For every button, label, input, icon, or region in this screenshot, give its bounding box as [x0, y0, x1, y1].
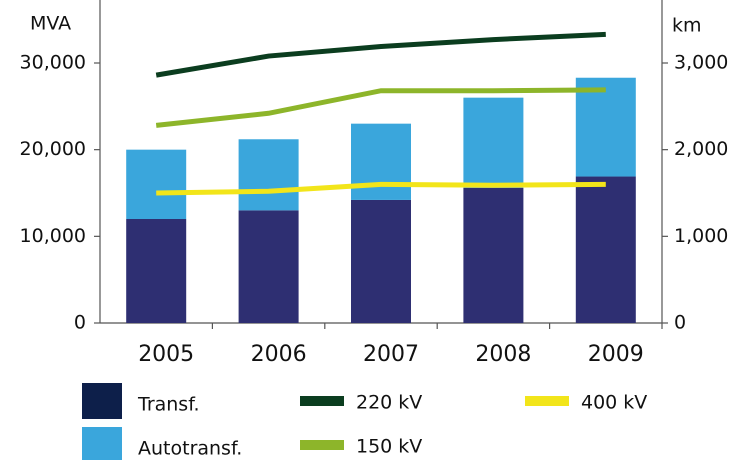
bar — [463, 97, 524, 188]
x-tick-label: 2009 — [588, 342, 644, 367]
bar — [463, 187, 524, 323]
legend-swatch — [300, 396, 344, 406]
legend-swatch — [82, 383, 122, 419]
legend-swatch — [82, 427, 122, 460]
line — [155, 87, 606, 128]
line — [155, 31, 606, 78]
legend-label: 150 kV — [356, 436, 422, 458]
line — [156, 181, 606, 196]
bar — [351, 123, 411, 200]
bar — [126, 219, 187, 323]
x-tick-label: 2005 — [138, 342, 194, 367]
y-tick-label: 20,000 — [20, 138, 86, 160]
bar — [575, 77, 636, 177]
x-tick-label: 2007 — [363, 342, 419, 367]
y2-tick-label: 0 — [674, 312, 686, 334]
legend-label: Autotransf. — [138, 438, 242, 460]
bar — [238, 210, 299, 323]
y-tick-label: 10,000 — [20, 225, 86, 247]
bar — [575, 176, 636, 323]
y-tick-label: 0 — [74, 312, 86, 334]
x-tick-label: 2008 — [475, 342, 531, 367]
bar — [351, 199, 411, 323]
y2-tick-label: 1,000 — [674, 225, 728, 247]
bar — [126, 149, 187, 219]
legend-label: 220 kV — [356, 392, 422, 414]
bar — [238, 139, 299, 211]
y-tick-label: 30,000 — [20, 52, 86, 74]
x-tick-label: 2006 — [251, 342, 307, 367]
y2-tick-label: 2,000 — [674, 138, 728, 160]
legend-label: 400 kV — [581, 392, 647, 414]
y2-axis-label: km — [672, 15, 702, 37]
y2-tick-label: 3,000 — [674, 52, 728, 74]
legend-swatch — [300, 440, 344, 450]
legend-swatch — [525, 396, 569, 406]
legend-label: Transf. — [137, 394, 200, 416]
y-axis-label: MVA — [30, 13, 71, 35]
